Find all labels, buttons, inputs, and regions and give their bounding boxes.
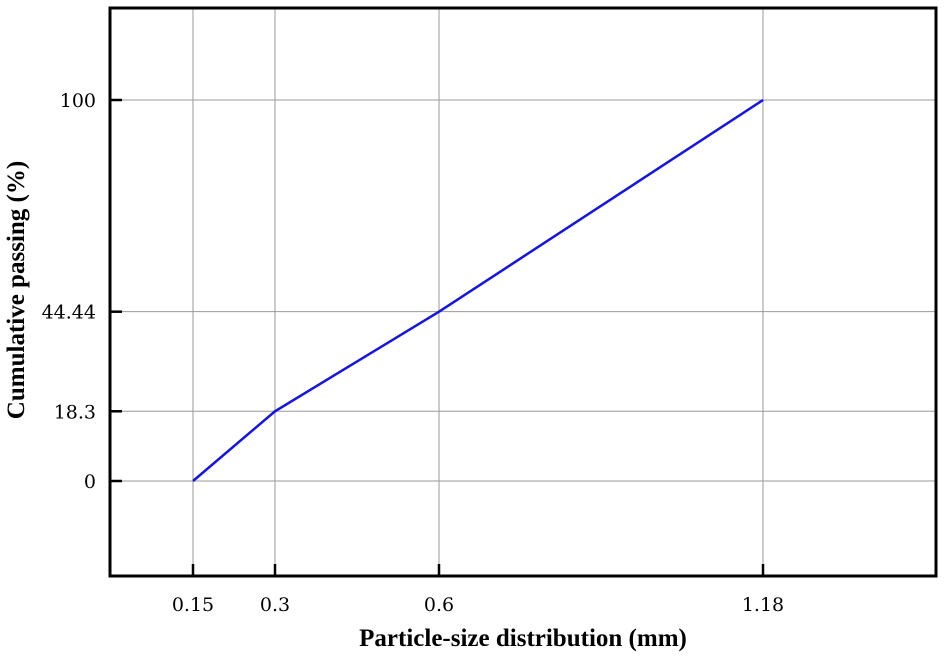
x-tick-label: 1.18 — [742, 594, 784, 616]
x-axis-title: Particle-size distribution (mm) — [359, 625, 687, 652]
plot-frame — [108, 6, 938, 578]
y-tick-label: 44.44 — [42, 302, 96, 324]
label-layer: 0.15 0.3 0.6 1.18 0 18.3 44.44 100 — [42, 90, 785, 616]
series-layer — [192, 98, 764, 482]
y-tick-label: 0 — [84, 471, 96, 493]
tick-layer — [110, 98, 765, 576]
series-line — [192, 98, 764, 482]
grid-layer — [110, 8, 936, 576]
x-tick-label: 0.3 — [260, 594, 290, 616]
y-tick-label: 100 — [60, 90, 96, 112]
y-axis-title: Cumulative passing (%) — [3, 161, 30, 419]
x-tick-label: 0.15 — [172, 594, 214, 616]
y-tick-label: 18.3 — [54, 401, 96, 423]
x-tick-label: 0.6 — [424, 594, 454, 616]
